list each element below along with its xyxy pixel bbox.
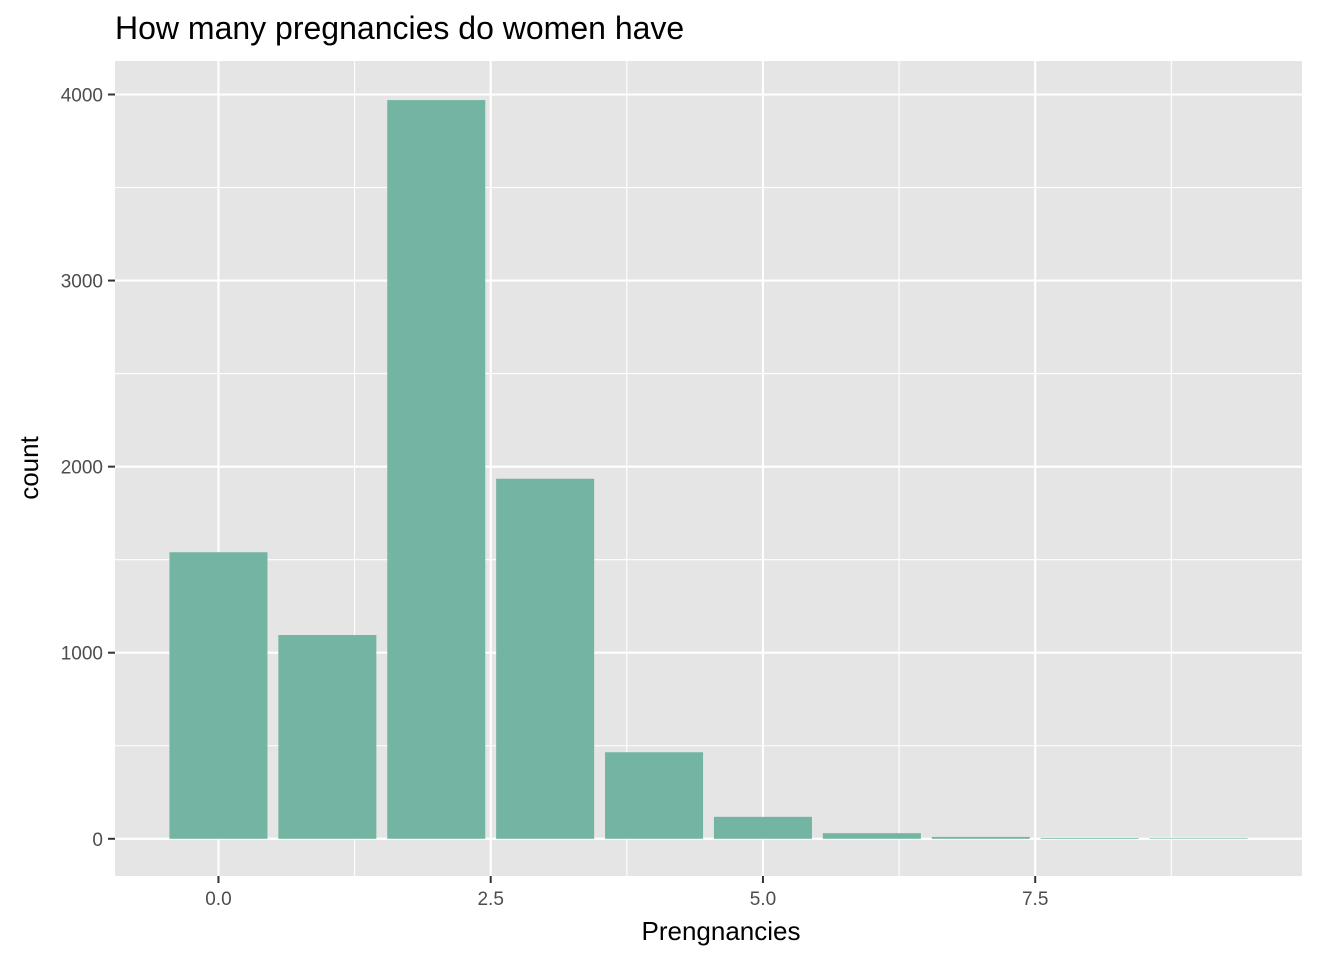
bar	[1040, 838, 1139, 839]
y-axis-ticks: 0 1000 2000 3000 4000	[61, 85, 115, 851]
bar	[713, 816, 812, 839]
bar	[931, 836, 1030, 839]
bar	[496, 478, 595, 839]
bar	[278, 635, 377, 839]
x-tick-label: 2.5	[477, 889, 503, 910]
x-tick-label: 0.0	[205, 889, 231, 910]
y-tick-label: 3000	[61, 272, 103, 293]
y-tick-label: 4000	[61, 85, 103, 106]
bar	[169, 552, 268, 839]
y-axis-title: count	[14, 435, 44, 499]
bar	[387, 100, 486, 839]
y-tick-label: 1000	[61, 644, 103, 665]
x-tick-label: 7.5	[1022, 889, 1048, 910]
y-tick-label: 2000	[61, 458, 103, 479]
x-axis-ticks: 0.0 2.5 5.0 7.5	[205, 876, 1048, 910]
chart-title: How many pregnancies do women have	[115, 10, 684, 46]
bars	[169, 100, 1248, 840]
y-tick-label: 0	[92, 830, 103, 851]
bar	[822, 833, 921, 839]
x-axis-title: Prengnancies	[642, 916, 801, 946]
x-tick-label: 5.0	[750, 889, 776, 910]
bar	[1149, 838, 1248, 840]
bar	[605, 752, 704, 839]
